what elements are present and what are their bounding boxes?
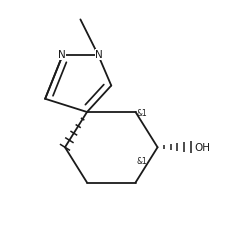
Text: OH: OH xyxy=(194,143,210,153)
Text: &1: &1 xyxy=(137,108,147,117)
Text: N: N xyxy=(58,50,65,60)
Text: N: N xyxy=(95,50,103,60)
Text: &1: &1 xyxy=(137,156,147,165)
